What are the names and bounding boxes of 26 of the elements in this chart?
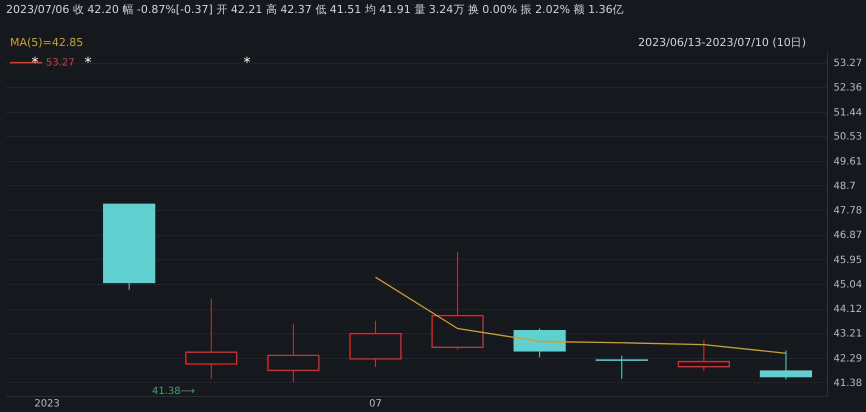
y-tick-label: 51.44 xyxy=(834,107,862,118)
y-tick-label: 49.61 xyxy=(834,156,862,168)
candlestick xyxy=(678,340,730,372)
y-tick-label: 50.53 xyxy=(834,132,862,143)
y-tick-label: 44.12 xyxy=(834,304,862,316)
y-tick-label: 52.36 xyxy=(834,82,862,94)
chart-title: 2023/07/06 收 42.20 幅 -0.87%[-0.37] 开 42.21 高 42.37 低 41.51 均 41.91 量 3.24万 换 0.00% 振 2.02% 额 1.36亿 xyxy=(6,3,624,16)
chart-subtitle: 2023/06/13-2023/07/10 (10日) xyxy=(638,36,806,49)
y-tick-label: 53.27 xyxy=(834,58,862,70)
x-tick-label: 2023 xyxy=(34,398,60,410)
y-tick-label: 43.21 xyxy=(834,328,862,340)
ref-line-label: 53.27 xyxy=(46,58,75,69)
annotation: * xyxy=(84,55,92,71)
y-tick-label: 45.95 xyxy=(834,254,862,266)
y-tick-label: 42.29 xyxy=(834,353,862,364)
annotation: * xyxy=(244,55,250,71)
annotation: 41.38⟶ xyxy=(152,386,195,397)
y-tick-label: 47.78 xyxy=(834,206,862,217)
y-tick-label: 46.87 xyxy=(834,230,862,242)
candlestick xyxy=(596,355,648,380)
y-tick-label: 48.7 xyxy=(834,180,856,192)
line-series xyxy=(374,276,787,354)
x-tick-label: 07 xyxy=(369,398,382,410)
text: MA(5)=42.85 xyxy=(10,36,84,49)
y-tick-label: 41.38 xyxy=(834,378,862,389)
y-tick-label: 45.04 xyxy=(834,279,862,290)
